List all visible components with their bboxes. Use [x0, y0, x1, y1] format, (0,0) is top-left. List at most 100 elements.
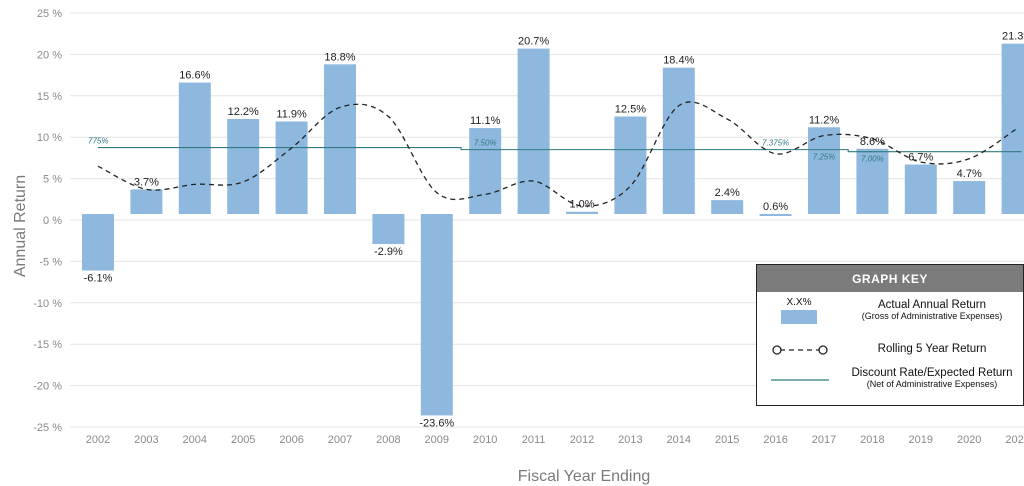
bar-2013 — [614, 116, 647, 214]
discount-rate-annotation: 7.50% — [474, 139, 497, 148]
bar-2010 — [469, 128, 502, 214]
discount-rate-annotation: 775% — [88, 137, 108, 146]
y-tick-labels: 25 % 20 % 15 % 10 % 5 % 0 % -5 % -10 % -15 % -20 … — [33, 8, 62, 434]
key-rolling-label: Rolling 5 Year Return — [877, 343, 987, 355]
key-rolling-swatch — [772, 345, 828, 355]
key-actual-text: Actual Annual Return (Gross of Administr… — [839, 299, 1024, 321]
key-discount-text: Discount Rate/Expected Return (Net of Ad… — [839, 367, 1024, 389]
bar-2004 — [178, 82, 211, 214]
x-tick-2020: 2020 — [957, 434, 981, 446]
discount-rate-path — [98, 147, 1022, 153]
x-tick-2009: 2009 — [425, 434, 449, 446]
data-label-2007: 18.8% — [324, 51, 355, 63]
discount-rate-annotation: 7.375% — [762, 139, 789, 148]
data-label-2017: 11.2% — [809, 114, 840, 126]
x-tick-2019: 2019 — [909, 434, 933, 446]
graph-key-title: GRAPH KEY — [757, 265, 1023, 292]
bar-2007 — [324, 64, 356, 214]
y-tick-label: 20 % — [37, 49, 62, 61]
x-tick-2005: 2005 — [231, 434, 255, 446]
discount-rate-annotation: 7.25% — [813, 153, 836, 162]
data-label-2008: -2.9% — [374, 246, 403, 258]
bar-2014 — [662, 67, 695, 214]
bar-2012 — [566, 211, 598, 214]
discount-rate-line: 775% 7.50% 7.375% 7.25% 7.00% — [88, 137, 1022, 164]
bar-2019 — [904, 164, 937, 214]
y-tick-label: -5 % — [39, 256, 62, 268]
bar-2017 — [808, 127, 840, 214]
bar-2015 — [711, 200, 744, 214]
bar-series — [82, 43, 1024, 416]
x-tick-2014: 2014 — [667, 434, 691, 446]
bar-2016 — [759, 214, 792, 216]
key-discount-sub: (Net of Administrative Expenses) — [866, 379, 998, 389]
key-discount-swatch — [771, 379, 829, 381]
y-tick-label: -20 % — [33, 381, 62, 393]
data-label-2020: 4.7% — [957, 168, 982, 180]
bar-2018 — [856, 148, 889, 214]
key-actual-sub: (Gross of Administrative Expenses) — [861, 311, 1003, 321]
key-bar-sample-label: X.X% — [786, 297, 812, 308]
bar-2020 — [953, 181, 986, 214]
data-label-2013: 12.5% — [615, 104, 646, 116]
y-tick-label: 25 % — [37, 8, 62, 20]
x-tick-labels: 2002 2003 2004 2005 2006 2007 2008 2009 2010 2011… — [86, 434, 1024, 446]
key-bar-swatch — [781, 310, 817, 324]
x-tick-2007: 2007 — [328, 434, 352, 446]
data-label-2005: 12.2% — [228, 106, 259, 118]
bar-2011 — [517, 48, 550, 214]
key-row-discount: Discount Rate/Expected Return (Net of Ad… — [757, 365, 1023, 401]
data-label-2004: 16.6% — [179, 70, 210, 82]
bar-2008 — [372, 214, 405, 245]
y-tick-label: -10 % — [33, 298, 62, 310]
bar-2005 — [227, 118, 260, 214]
key-actual-label: Actual Annual Return — [877, 299, 987, 311]
bar-2003 — [130, 189, 163, 214]
key-row-rolling: Rolling 5 Year Return — [757, 341, 1023, 359]
x-tick-2017: 2017 — [812, 434, 836, 446]
x-tick-2016: 2016 — [763, 434, 787, 446]
graph-key: GRAPH KEY X.X% Actual Annual Return (Gro… — [756, 264, 1024, 406]
y-tick-label: 10 % — [37, 132, 62, 144]
x-tick-2021: 2021 — [1005, 434, 1024, 446]
x-tick-2011: 2011 — [522, 434, 546, 446]
y-tick-label: 0 % — [43, 215, 62, 227]
y-axis-title: Annual Return — [12, 175, 29, 277]
x-tick-2004: 2004 — [183, 434, 207, 446]
x-axis-title: Fiscal Year Ending — [518, 468, 651, 485]
data-label-2012: 1.0% — [569, 199, 594, 211]
x-tick-2008: 2008 — [376, 434, 400, 446]
x-tick-2013: 2013 — [618, 434, 642, 446]
data-label-2003: 3.7% — [134, 176, 159, 188]
x-tick-2012: 2012 — [570, 434, 594, 446]
data-label-2019: 6.7% — [908, 152, 933, 164]
key-discount-label: Discount Rate/Expected Return — [851, 367, 1013, 379]
data-label-2009: -23.6% — [419, 417, 454, 429]
data-label-2014: 18.4% — [663, 55, 694, 67]
rolling-return-line — [97, 101, 1018, 207]
bar-data-labels: -6.1% 3.7% 16.6% 12.2% 11.9% 18.8% -2.9% -23.6%… — [84, 31, 1024, 430]
data-label-2002: -6.1% — [84, 273, 113, 285]
discount-rate-annotation: 7.00% — [861, 155, 884, 164]
rolling-return-path — [97, 101, 1018, 207]
data-label-2006: 11.9% — [276, 108, 307, 120]
data-label-2018: 8.6% — [860, 136, 885, 148]
x-tick-2015: 2015 — [715, 434, 739, 446]
data-label-2010: 11.1% — [470, 115, 501, 127]
x-tick-2003: 2003 — [134, 434, 158, 446]
data-label-2015: 2.4% — [715, 187, 740, 199]
bar-2002 — [82, 214, 114, 271]
x-tick-2006: 2006 — [279, 434, 303, 446]
y-tick-label: 5 % — [43, 174, 62, 186]
key-row-actual: X.X% Actual Annual Return (Gross of Admi… — [757, 297, 1023, 333]
x-tick-2018: 2018 — [860, 434, 884, 446]
bar-2006 — [275, 121, 308, 214]
x-tick-2010: 2010 — [473, 434, 497, 446]
data-label-2016: 0.6% — [763, 201, 788, 213]
bar-2009 — [420, 214, 453, 416]
y-tick-label: 15 % — [37, 91, 62, 103]
x-tick-2002: 2002 — [86, 434, 110, 446]
y-tick-label: -15 % — [33, 339, 62, 351]
data-label-2021: 21.3% — [1002, 31, 1024, 43]
